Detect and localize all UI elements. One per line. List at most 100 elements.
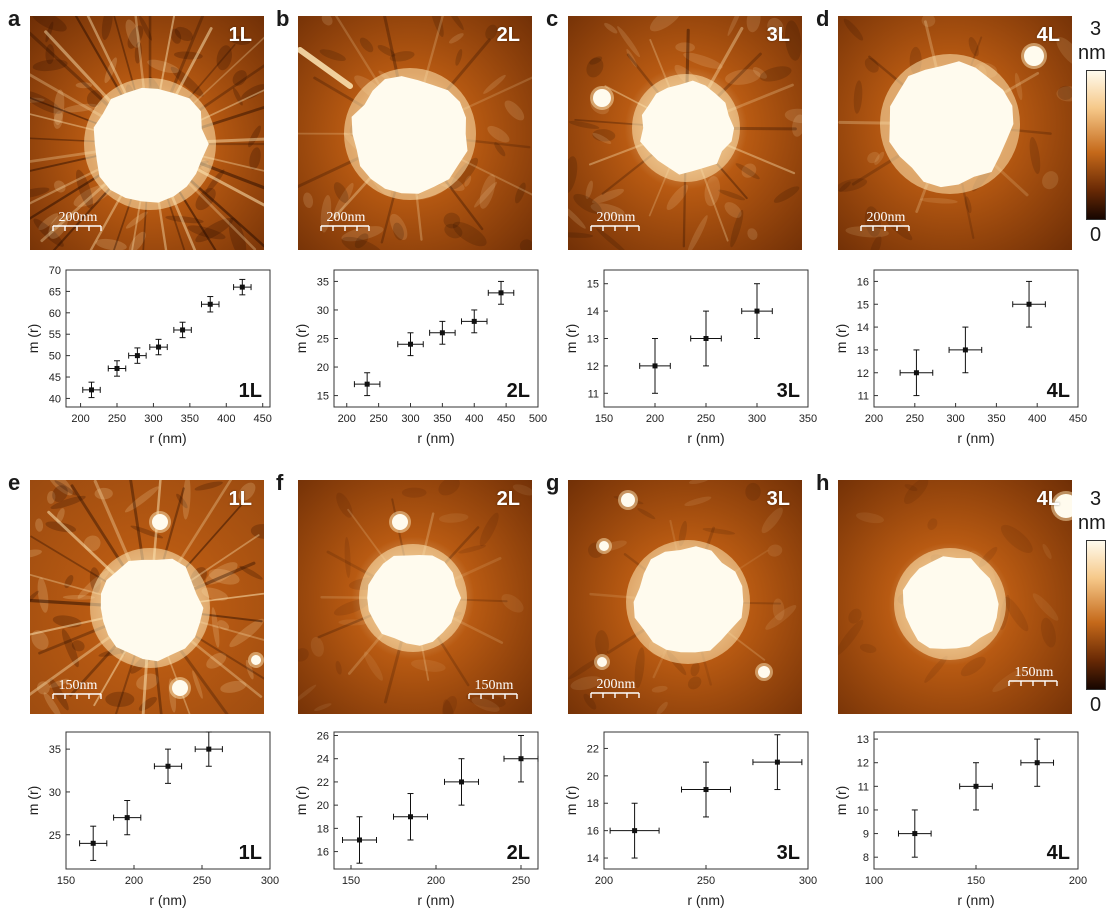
data-point	[154, 749, 181, 783]
x-tick-label: 250	[697, 875, 715, 887]
data-point	[462, 310, 488, 333]
data-marker	[208, 302, 213, 307]
y-tick-label: 18	[587, 798, 599, 810]
y-tick-label: 16	[317, 847, 329, 859]
x-tick-label: 300	[261, 875, 279, 887]
x-tick-label: 200	[1069, 875, 1087, 887]
panel-letter-f: f	[276, 472, 283, 494]
x-axis-label: r (nm)	[417, 892, 454, 908]
data-marker	[519, 756, 524, 761]
y-tick-label: 22	[317, 777, 329, 789]
y-tick-label: 16	[857, 276, 869, 288]
y-tick-label: 13	[857, 345, 869, 357]
x-tick-label: 350	[433, 413, 451, 425]
scale-bar-label: 200nm	[590, 677, 642, 692]
panel-letter-e: e	[8, 472, 20, 494]
y-tick-label: 65	[49, 286, 61, 298]
data-marker	[125, 815, 130, 820]
y-tick-label: 60	[49, 308, 61, 320]
data-marker	[755, 309, 760, 314]
y-tick-label: 15	[587, 279, 599, 291]
data-point	[488, 281, 514, 304]
x-tick-label: 450	[254, 413, 272, 425]
data-point	[80, 826, 107, 860]
data-point	[504, 735, 538, 781]
x-tick-label: 200	[427, 875, 445, 887]
data-point	[234, 279, 251, 294]
y-axis-label: m (r)	[563, 786, 579, 816]
panel-letter-d: d	[816, 8, 829, 30]
scale-bar-ruler	[468, 693, 518, 701]
y-tick-label: 12	[857, 758, 869, 770]
scale-bar-ruler	[860, 225, 910, 233]
data-marker	[91, 841, 96, 846]
x-axis-label: r (nm)	[417, 430, 454, 446]
data-marker	[775, 760, 780, 765]
scale-bar-ruler	[590, 692, 640, 700]
scale-bar: 150nm	[1008, 665, 1060, 688]
x-tick-label: 250	[512, 875, 530, 887]
panel-letter-c: c	[546, 8, 558, 30]
y-tick-label: 11	[858, 781, 869, 793]
data-marker	[499, 290, 504, 295]
scale-bar-ruler	[1008, 680, 1058, 688]
data-marker	[180, 327, 185, 332]
x-tick-label: 200	[595, 875, 613, 887]
y-tick-label: 11	[588, 388, 599, 400]
plot-layer-label: 4L	[1047, 380, 1070, 402]
data-marker	[408, 814, 413, 819]
y-axis-label: m (r)	[25, 786, 41, 816]
data-marker	[472, 319, 477, 324]
y-tick-label: 45	[49, 372, 61, 384]
y-tick-label: 50	[49, 351, 61, 363]
data-marker	[166, 764, 171, 769]
colorbar-unit-label: nm	[1078, 512, 1106, 535]
y-tick-label: 18	[317, 823, 329, 835]
scale-bar: 200nm	[52, 210, 104, 233]
scale-bar-ruler	[52, 225, 102, 233]
x-axis-label: r (nm)	[149, 430, 186, 446]
data-marker	[653, 363, 658, 368]
data-marker	[704, 336, 709, 341]
y-tick-label: 9	[863, 829, 869, 841]
y-tick-label: 26	[317, 730, 329, 742]
data-marker	[357, 837, 362, 842]
x-tick-label: 450	[1069, 413, 1087, 425]
data-marker	[1035, 760, 1040, 765]
panel-letter-a: a	[8, 8, 20, 30]
y-axis-label: m (r)	[293, 786, 309, 816]
data-point	[394, 794, 428, 840]
scale-bar-ruler	[320, 225, 370, 233]
y-tick-label: 16	[587, 826, 599, 838]
x-tick-label: 200	[338, 413, 356, 425]
y-tick-label: 25	[49, 830, 61, 842]
y-tick-label: 14	[857, 322, 869, 334]
scale-bar-label: 200nm	[52, 210, 104, 225]
panel-letter-b: b	[276, 8, 289, 30]
x-tick-label: 150	[57, 875, 75, 887]
x-tick-label: 250	[108, 413, 126, 425]
data-point	[753, 735, 802, 790]
y-tick-label: 10	[857, 805, 869, 817]
x-tick-label: 350	[181, 413, 199, 425]
afm-layer-label: 2L	[497, 24, 520, 47]
y-tick-label: 30	[49, 787, 61, 799]
x-tick-label: 350	[799, 413, 817, 425]
data-point	[430, 321, 456, 344]
colorbar-gradient	[1086, 70, 1106, 220]
data-marker	[408, 342, 413, 347]
y-axis-label: m (r)	[833, 324, 849, 354]
data-point	[83, 382, 100, 397]
afm-layer-label: 4L	[1037, 24, 1060, 47]
data-point	[1013, 281, 1046, 327]
x-tick-label: 200	[646, 413, 664, 425]
scale-bar-ruler	[590, 225, 640, 233]
plot-layer-label: 3L	[777, 842, 800, 864]
